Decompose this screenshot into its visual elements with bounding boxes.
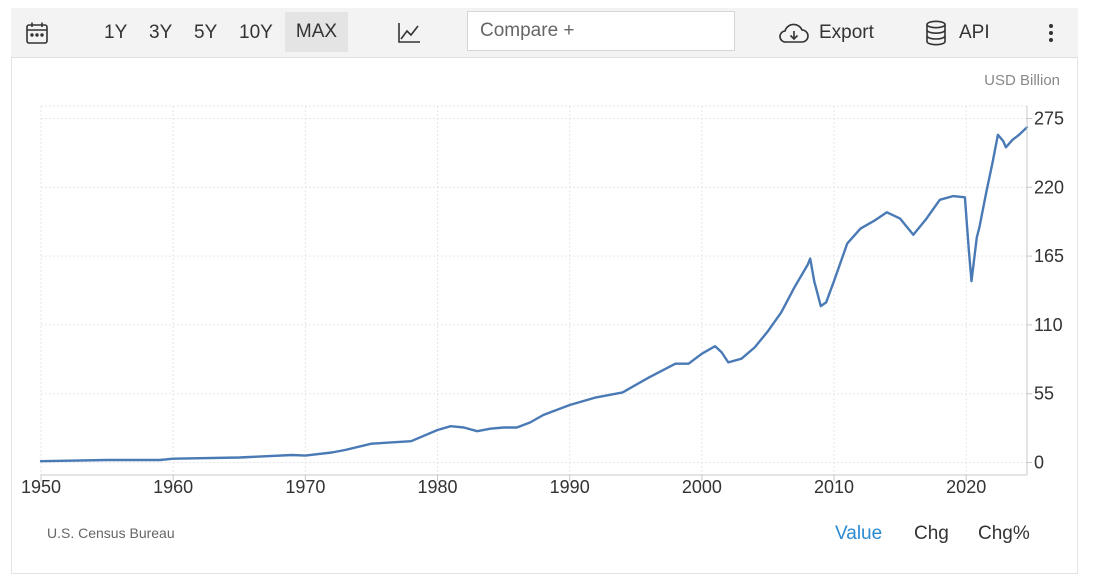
series-line: [39, 126, 1029, 463]
x-tick-label: 1950: [21, 477, 61, 497]
y-tick-label: 220: [1034, 177, 1064, 197]
y-tick-label: 275: [1034, 109, 1064, 129]
source-label: U.S. Census Bureau: [47, 525, 175, 541]
range-5y[interactable]: 5Y: [194, 22, 218, 43]
y-tick-label: 165: [1034, 246, 1064, 266]
calendar-icon[interactable]: [21, 8, 53, 58]
chart-panel: [11, 8, 1078, 574]
mode-chg[interactable]: Chg: [914, 523, 949, 544]
x-tick-label: 2010: [814, 477, 854, 497]
x-tick-label: 1980: [417, 477, 457, 497]
x-tick-label: 1960: [153, 477, 193, 497]
more-vertical-icon[interactable]: [1041, 8, 1061, 58]
x-tick-label: 2000: [682, 477, 722, 497]
line-chart-icon[interactable]: [394, 8, 424, 58]
mode-chg-pct[interactable]: Chg%: [978, 523, 1030, 544]
range-max[interactable]: MAX: [285, 12, 348, 52]
export-button[interactable]: Export: [819, 22, 874, 43]
range-3y[interactable]: 3Y: [149, 22, 173, 43]
x-tick-label: 1990: [550, 477, 590, 497]
database-icon[interactable]: [923, 8, 949, 58]
unit-label: USD Billion: [984, 72, 1060, 89]
mode-value[interactable]: Value: [835, 523, 883, 544]
y-tick-label: 110: [1034, 315, 1063, 335]
x-tick-label: 2020: [946, 477, 986, 497]
y-tick-label: 0: [1034, 452, 1044, 472]
api-button[interactable]: API: [959, 22, 990, 43]
compare-input[interactable]: [467, 11, 735, 51]
x-tick-label: 1970: [285, 477, 325, 497]
range-10y[interactable]: 10Y: [239, 22, 273, 43]
cloud-download-icon[interactable]: [776, 8, 812, 58]
range-1y[interactable]: 1Y: [104, 22, 128, 43]
y-tick-label: 55: [1034, 384, 1054, 404]
